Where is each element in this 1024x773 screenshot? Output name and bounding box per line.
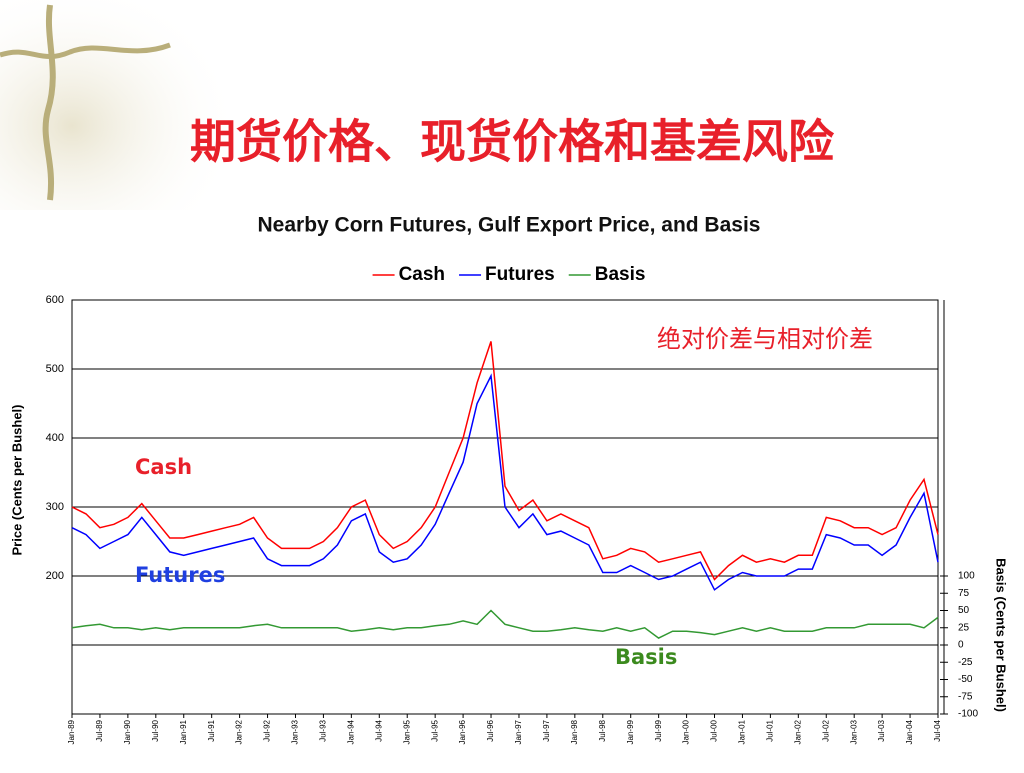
x-tick-label: Jul-04 xyxy=(933,719,942,741)
chart-title: Nearby Corn Futures, Gulf Export Price, … xyxy=(258,214,761,237)
x-tick-label: Jan-04 xyxy=(905,719,914,744)
y2-tick-label: 25 xyxy=(958,622,970,633)
x-tick-label: Jan-92 xyxy=(235,719,244,744)
x-tick-label: Jan-95 xyxy=(402,719,411,744)
series-line xyxy=(71,609,939,639)
x-tick-label: Jul-95 xyxy=(430,719,439,741)
x-tick-label: Jul-03 xyxy=(877,719,886,741)
x-tick-label: Jul-00 xyxy=(710,719,719,741)
x-tick-label: Jan-96 xyxy=(458,719,467,744)
annotation: Cash xyxy=(135,455,192,479)
y2-tick-label: 100 xyxy=(958,571,975,582)
x-tick-label: Jan-89 xyxy=(67,719,76,744)
legend-label: Futures xyxy=(485,264,555,285)
x-tick-label: Jul-01 xyxy=(765,719,774,741)
decoration xyxy=(0,0,240,210)
decoration xyxy=(42,4,56,201)
x-tick-label: Jan-00 xyxy=(682,719,691,744)
x-tick-label: Jul-94 xyxy=(374,719,383,741)
x-tick-label: Jul-99 xyxy=(654,719,663,741)
x-tick-label: Jan-94 xyxy=(346,719,355,744)
y-axis-label: Price (Cents per Bushel) xyxy=(9,405,24,556)
y-tick-label: 300 xyxy=(46,501,64,513)
x-tick-label: Jan-02 xyxy=(793,719,802,744)
series-line xyxy=(71,373,939,591)
x-tick-label: Jul-92 xyxy=(263,719,272,741)
x-tick-label: Jul-96 xyxy=(486,719,495,741)
y2-tick-label: -25 xyxy=(958,657,973,668)
x-tick-label: Jul-89 xyxy=(95,719,104,741)
annotation: Basis xyxy=(615,645,677,669)
x-tick-label: Jan-98 xyxy=(570,719,579,744)
x-tick-label: Jul-93 xyxy=(319,719,328,741)
x-tick-label: Jan-97 xyxy=(514,719,523,744)
legend-label: Basis xyxy=(595,264,646,285)
y2-tick-label: -100 xyxy=(958,709,978,720)
y2-tick-label: -50 xyxy=(958,674,973,685)
x-tick-label: Jan-90 xyxy=(123,719,132,744)
legend-label: Cash xyxy=(399,264,445,285)
y-tick-label: 600 xyxy=(46,294,64,306)
x-tick-label: Jan-01 xyxy=(738,719,747,744)
x-tick-label: Jul-91 xyxy=(207,719,216,741)
slide-title: 期货价格、现货价格和基差风险 xyxy=(190,115,835,169)
x-tick-label: Jul-02 xyxy=(821,719,830,741)
y2-tick-label: 50 xyxy=(958,605,970,616)
x-tick-label: Jul-97 xyxy=(542,719,551,741)
x-tick-label: Jul-90 xyxy=(151,719,160,741)
y2-tick-label: -75 xyxy=(958,691,973,702)
x-tick-label: Jul-98 xyxy=(598,719,607,741)
y2-tick-label: 0 xyxy=(958,640,964,651)
x-tick-label: Jan-99 xyxy=(626,719,635,744)
series-line xyxy=(71,341,939,581)
y-tick-label: 200 xyxy=(46,570,64,582)
y-tick-label: 500 xyxy=(46,363,64,375)
x-tick-label: Jan-93 xyxy=(291,719,300,744)
y2-axis-label: Basis (Cents per Bushel) xyxy=(994,558,1009,712)
annotation: 绝对价差与相对价差 xyxy=(657,325,873,353)
y-tick-label: 400 xyxy=(46,432,64,444)
annotation: Futures xyxy=(135,563,225,587)
y2-tick-label: 75 xyxy=(958,588,970,599)
x-tick-label: Jan-91 xyxy=(179,719,188,744)
x-tick-label: Jan-03 xyxy=(849,719,858,744)
decoration xyxy=(0,42,171,59)
